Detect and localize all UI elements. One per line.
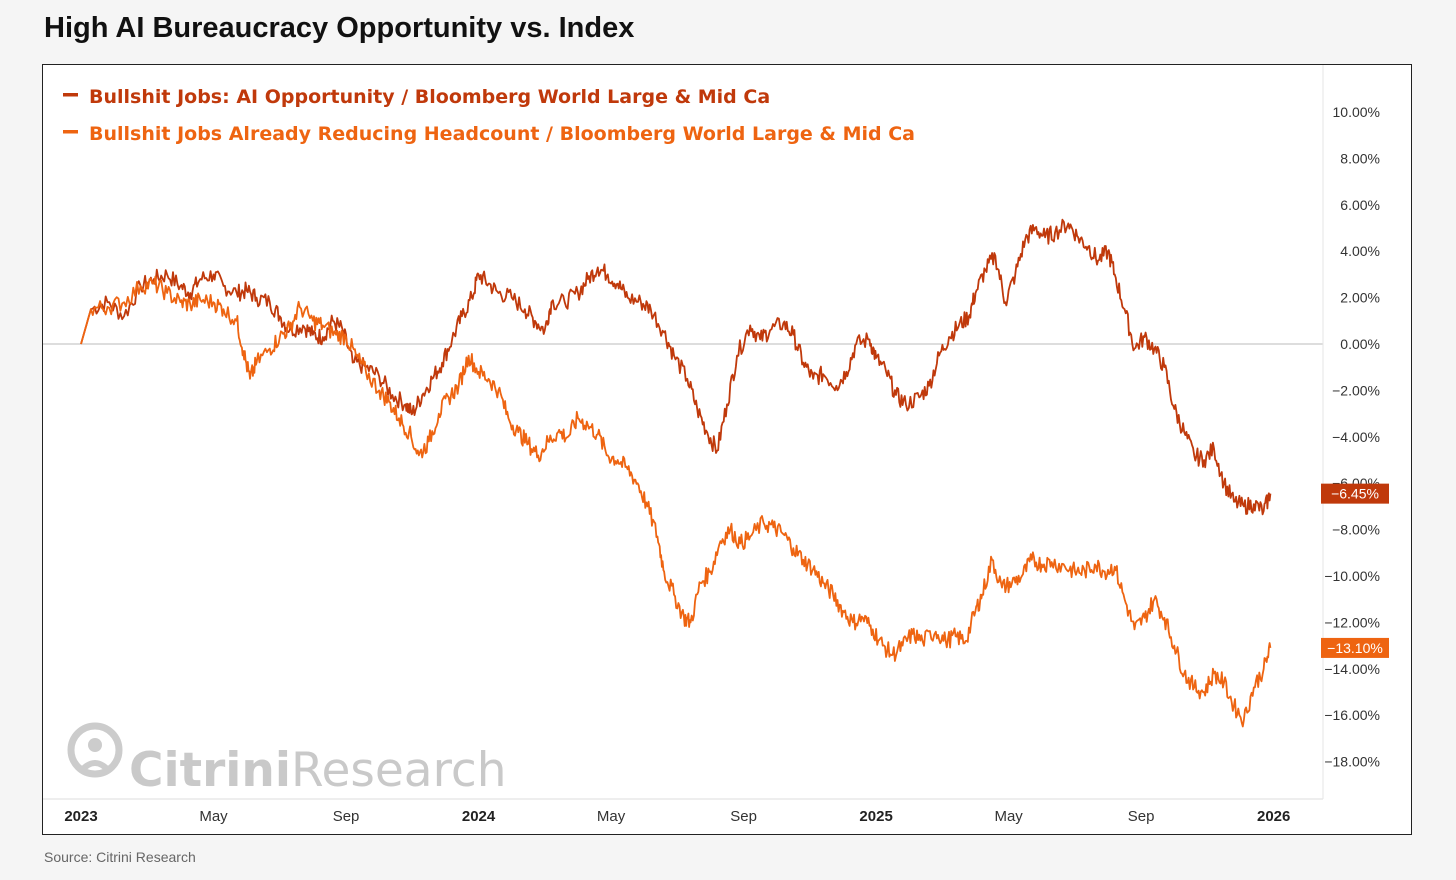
x-tick-label: 2023 <box>64 808 97 825</box>
last-value-badge-label-1: −6.45% <box>1331 486 1379 502</box>
series-lines <box>80 218 1272 728</box>
legend-label-2: Bullshit Jobs Already Reducing Headcount… <box>89 123 915 145</box>
citrini-research-watermark: CitriniResearch <box>67 722 507 798</box>
x-tick-label: Sep <box>333 808 360 825</box>
legend-swatch-1 <box>63 93 78 97</box>
x-tick-label: 2025 <box>859 808 892 825</box>
x-tick-label: May <box>199 808 228 825</box>
x-tick-label: May <box>597 808 626 825</box>
x-tick-label: May <box>994 808 1023 825</box>
line-chart: CitriniResearch 10.00% 8.00% 6.00% 4.00% 2.0… <box>43 65 1389 825</box>
source-note: Source: Citrini Research <box>44 849 196 865</box>
legend-label-1: Bullshit Jobs: AI Opportunity / Bloomber… <box>89 86 770 108</box>
last-value-badge-1 <box>1321 483 1389 504</box>
y-tick-label: −14.00% <box>1324 661 1380 677</box>
series-line-1 <box>80 218 1272 516</box>
watermark-suffix: Research <box>291 743 507 798</box>
y-tick-label: −4.00% <box>1332 429 1380 445</box>
y-tick-label: 8.00% <box>1340 150 1380 166</box>
series-line-2 <box>80 275 1272 728</box>
x-tick-label: Sep <box>1128 808 1155 825</box>
last-value-badge-label-2: −13.10% <box>1327 640 1383 656</box>
y-tick-label: 4.00% <box>1340 243 1380 259</box>
last-value-badge-2 <box>1321 637 1389 658</box>
y-tick-label: −8.00% <box>1332 522 1380 538</box>
legend: Bullshit Jobs: AI Opportunity / Bloomber… <box>63 86 915 145</box>
last-value-badges: −6.45% −13.10% <box>1321 483 1389 658</box>
x-axis: 2023 May Sep 2024 May Sep 2025 May Sep 2026 <box>64 808 1290 825</box>
y-tick-label: −2.00% <box>1332 382 1380 398</box>
x-tick-label: 2026 <box>1257 808 1290 825</box>
legend-swatch-2 <box>63 130 78 134</box>
y-tick-label: −16.00% <box>1324 707 1380 723</box>
y-tick-label: 0.00% <box>1340 336 1380 352</box>
y-tick-label: −12.00% <box>1324 614 1380 630</box>
citrini-logo-icon <box>67 722 123 778</box>
x-tick-label: 2024 <box>462 808 496 825</box>
chart-frame: CitriniResearch 10.00% 8.00% 6.00% 4.00% 2.0… <box>42 64 1412 835</box>
svg-text:CitriniResearch: CitriniResearch <box>129 743 507 798</box>
x-tick-label: Sep <box>730 808 757 825</box>
y-tick-label: 10.00% <box>1333 104 1380 120</box>
watermark-brand: Citrini <box>129 743 291 798</box>
y-tick-label: 6.00% <box>1340 197 1380 213</box>
y-tick-label: −10.00% <box>1324 568 1380 584</box>
y-tick-label: 2.00% <box>1340 290 1380 306</box>
y-axis: 10.00% 8.00% 6.00% 4.00% 2.00% 0.00% −2.00% −4.… <box>1324 104 1380 770</box>
y-tick-label: −18.00% <box>1324 754 1380 770</box>
page-title: High AI Bureaucracy Opportunity vs. Inde… <box>44 12 635 44</box>
